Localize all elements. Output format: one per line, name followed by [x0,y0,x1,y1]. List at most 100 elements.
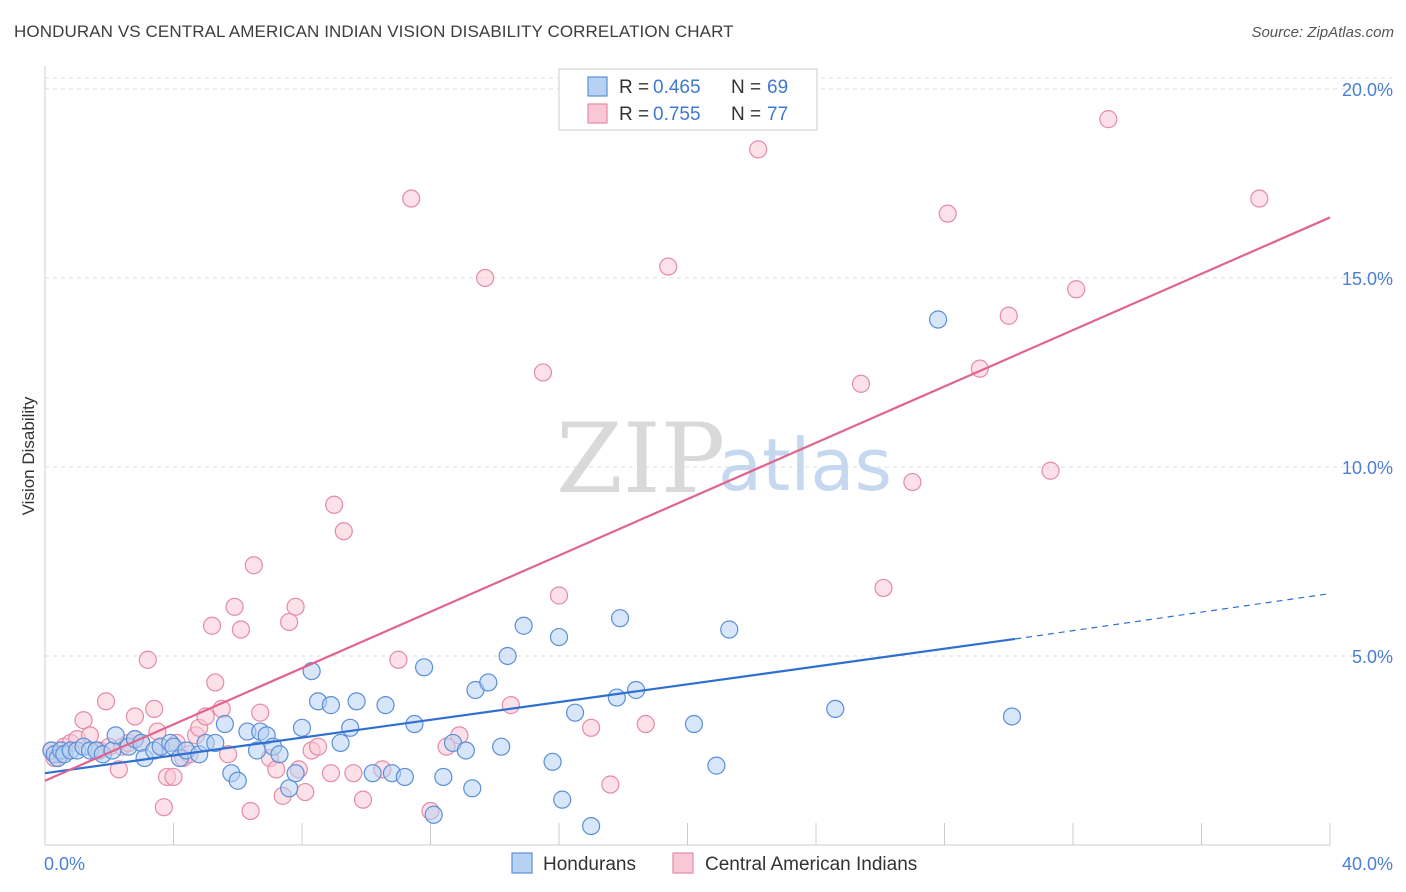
legend-n-value: 77 [767,104,788,125]
legend-r-label: R = [619,77,649,98]
data-point [228,771,247,790]
data-point [1041,461,1060,480]
watermark-atlas: atlas [718,423,892,507]
data-point [292,718,312,737]
data-point [659,257,678,276]
data-point [321,696,341,715]
data-point [389,650,408,669]
tick-labels: 5.0% 10.0% 15.0% 20.0% 0.0% 40.0% [44,80,1393,874]
data-point [565,703,585,722]
trend-line-central-american-indians [44,216,1331,782]
data-point [363,764,382,783]
data-point [553,790,572,809]
data-point [286,764,305,783]
data-point [347,692,366,711]
legend-n-value: 69 [767,77,788,98]
data-point [1099,110,1118,129]
series-hondurans-points [42,310,1022,836]
data-point [492,737,511,756]
data-point [225,597,244,616]
axes [44,66,1331,846]
data-point [405,714,424,734]
data-point [74,711,93,730]
source-label: Source: ZipAtlas.com [1251,24,1394,41]
data-point [851,374,871,393]
data-point [138,650,157,669]
data-point [341,718,360,737]
watermark-zip: ZIP [556,403,725,515]
data-point [533,363,553,382]
data-point [514,616,533,635]
data-point [145,699,164,719]
data-point [296,782,315,802]
data-point [1067,280,1086,299]
data-point [241,801,260,821]
data-point [1002,707,1022,726]
bottom-legend-central-american-indians: Central American Indians [705,854,917,875]
data-point [582,816,601,836]
data-point [601,775,620,794]
trend-line-hondurans-extension [1015,593,1331,640]
data-point [607,688,626,707]
data-point [308,737,328,756]
data-point [206,733,225,753]
data-point [331,733,350,753]
data-point [610,609,630,628]
data-point [582,718,601,737]
data-point [402,189,421,208]
legend-n-label: N = [731,104,761,125]
data-point [498,646,517,666]
data-point [549,586,569,605]
data-point [280,612,299,632]
data-point [414,658,434,677]
bottom-legend-swatch-central-american-indians [672,852,694,874]
data-point [684,714,704,734]
data-point [903,472,922,492]
data-point [376,696,395,715]
legend: R = 0.465 N = 69 R = 0.755 N = 77 [558,68,818,131]
data-point [219,745,238,764]
legend-n-label: N = [731,77,761,98]
series-central-american-indians-points [42,110,1269,821]
data-point [463,779,482,798]
data-point [231,620,251,639]
legend-r-label: R = [619,104,649,125]
data-point [325,495,344,514]
data-point [302,661,321,681]
data-point [549,627,569,647]
data-point [501,696,520,715]
data-point [270,745,289,764]
x-tick-label: 40.0% [1342,854,1393,874]
data-point [280,779,299,798]
bottom-legend-hondurans: Hondurans [543,854,636,875]
data-point [125,707,145,726]
legend-swatch-central-american-indians [587,103,608,124]
data-point [434,767,453,787]
trend-lines [44,216,1331,782]
data-point [334,522,353,541]
data-point [321,764,341,783]
data-point [106,726,125,745]
legend-swatch-hondurans [587,76,608,97]
data-point [353,790,373,809]
data-point [344,764,363,783]
data-point [826,699,845,719]
y-tick-label: 10.0% [1342,458,1393,478]
data-point [154,798,173,817]
data-point [928,310,948,329]
watermark: ZIP atlas [556,403,892,515]
data-point [999,306,1018,325]
data-point [938,204,957,223]
data-point [424,805,443,824]
data-point [395,767,414,787]
bottom-legend-swatch-hondurans [511,852,533,874]
data-point [267,760,286,779]
legend-r-value: 0.755 [653,104,701,125]
legend-r-value: 0.465 [653,77,701,98]
bottom-legend: Hondurans Central American Indians [511,852,917,875]
data-point [874,578,893,598]
data-point [251,703,270,722]
data-point [286,597,305,616]
data-point [456,741,475,760]
